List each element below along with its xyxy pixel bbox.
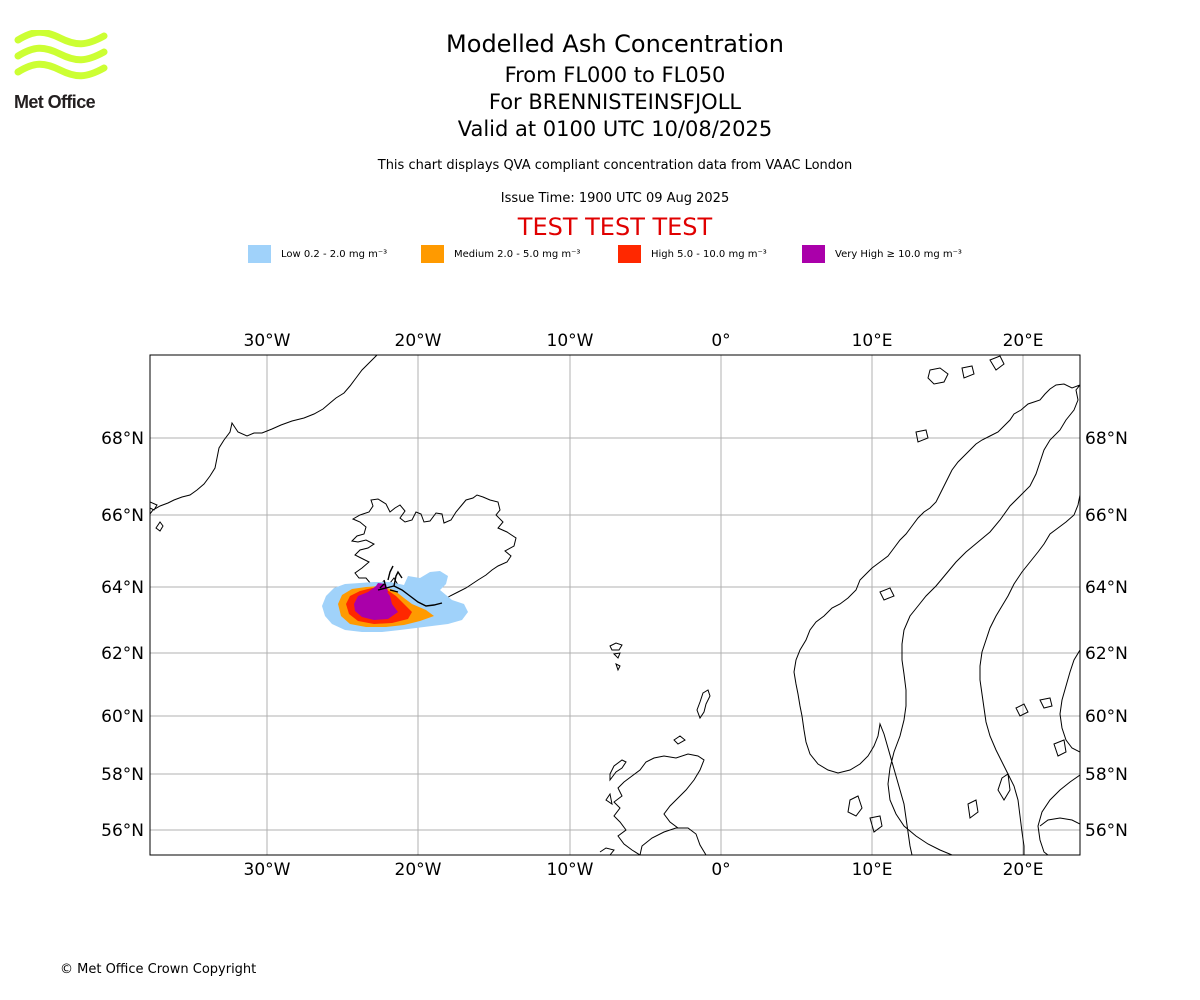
map-frame	[149, 354, 1081, 856]
latitude-tick-label: 68°N	[1085, 429, 1128, 449]
legend-label-medium: Medium 2.0 - 5.0 mg m⁻³	[454, 248, 581, 260]
latitude-tick-label: 56°N	[1085, 821, 1128, 841]
chart-description: This chart displays QVA compliant concen…	[377, 158, 853, 173]
met-office-waves-icon	[14, 28, 108, 80]
met-office-logo: Met Office	[14, 28, 108, 112]
scandinavia-coastline	[793, 355, 1080, 855]
longitude-tick-label: 20°E	[1003, 331, 1044, 351]
latitude-tick-label: 66°N	[1085, 506, 1128, 526]
longitude-tick-label: 10°W	[547, 860, 594, 880]
legend-item-low: Low 0.2 - 2.0 mg m⁻³	[248, 245, 387, 263]
longitude-tick-label: 20°E	[1003, 860, 1044, 880]
latitude-tick-label: 60°N	[1085, 707, 1128, 727]
issue-time: Issue Time: 1900 UTC 09 Aug 2025	[500, 191, 730, 206]
legend-label-low: Low 0.2 - 2.0 mg m⁻³	[281, 248, 388, 260]
valid-time: Valid at 0100 UTC 10/08/2025	[457, 117, 773, 141]
greenland-coastline	[150, 355, 378, 532]
latitude-tick-label: 56°N	[101, 821, 144, 841]
iceland-rift-lines	[377, 565, 443, 607]
met-office-logo-text: Met Office	[14, 92, 96, 112]
legend-label-high: High 5.0 - 10.0 mg m⁻³	[651, 248, 767, 260]
legend-item-medium: Medium 2.0 - 5.0 mg m⁻³	[421, 245, 580, 263]
latitude-tick-label: 64°N	[101, 578, 144, 598]
longitude-tick-label: 0°	[711, 331, 730, 351]
latitude-tick-label: 58°N	[1085, 765, 1128, 785]
faroe-islands-coastline	[609, 642, 623, 672]
latitude-tick-label: 62°N	[1085, 644, 1128, 664]
legend-item-high: High 5.0 - 10.0 mg m⁻³	[618, 245, 767, 263]
latitude-labels-left: 68°N 66°N 64°N 62°N 60°N 58°N 56°N	[101, 429, 144, 841]
scotland-coastline	[599, 735, 707, 855]
longitude-tick-label: 10°E	[852, 860, 893, 880]
longitude-tick-label: 0°	[711, 860, 730, 880]
latitude-tick-label: 64°N	[1085, 578, 1128, 598]
longitude-tick-label: 20°W	[395, 860, 442, 880]
longitude-labels-bottom: 30°W 20°W 10°W 0° 10°E 20°E	[244, 860, 1044, 880]
copyright-notice: © Met Office Crown Copyright	[60, 962, 257, 977]
longitude-tick-label: 10°W	[547, 331, 594, 351]
latitude-labels-right: 68°N 66°N 64°N 62°N 60°N 58°N 56°N	[1085, 429, 1128, 841]
shetland-coastline	[696, 689, 711, 720]
legend-label-very-high: Very High ≥ 10.0 mg m⁻³	[835, 248, 962, 260]
longitude-tick-label: 20°W	[395, 331, 442, 351]
volcano-name: For BRENNISTEINSFJOLL	[488, 90, 742, 114]
longitude-tick-label: 10°E	[852, 331, 893, 351]
chart-title: Modelled Ash Concentration	[446, 30, 784, 58]
flight-level-range: From FL000 to FL050	[504, 63, 726, 87]
longitude-tick-label: 30°W	[244, 331, 291, 351]
ash-plume	[322, 571, 468, 632]
latitude-tick-label: 62°N	[101, 644, 144, 664]
legend-swatch-medium	[421, 245, 444, 263]
latitude-tick-label: 66°N	[101, 506, 144, 526]
latitude-tick-label: 60°N	[101, 707, 144, 727]
legend-item-very-high: Very High ≥ 10.0 mg m⁻³	[802, 245, 962, 263]
longitude-labels-top: 30°W 20°W 10°W 0° 10°E 20°E	[244, 331, 1044, 351]
latitude-tick-label: 58°N	[101, 765, 144, 785]
longitude-tick-label: 30°W	[244, 860, 291, 880]
legend-swatch-low	[248, 245, 271, 263]
legend-swatch-very-high	[802, 245, 825, 263]
latitude-tick-label: 68°N	[101, 429, 144, 449]
map-gridlines	[150, 355, 1080, 855]
test-banner: TEST TEST TEST	[517, 213, 713, 241]
ash-contour-very-high	[354, 586, 398, 620]
legend-swatch-high	[618, 245, 641, 263]
